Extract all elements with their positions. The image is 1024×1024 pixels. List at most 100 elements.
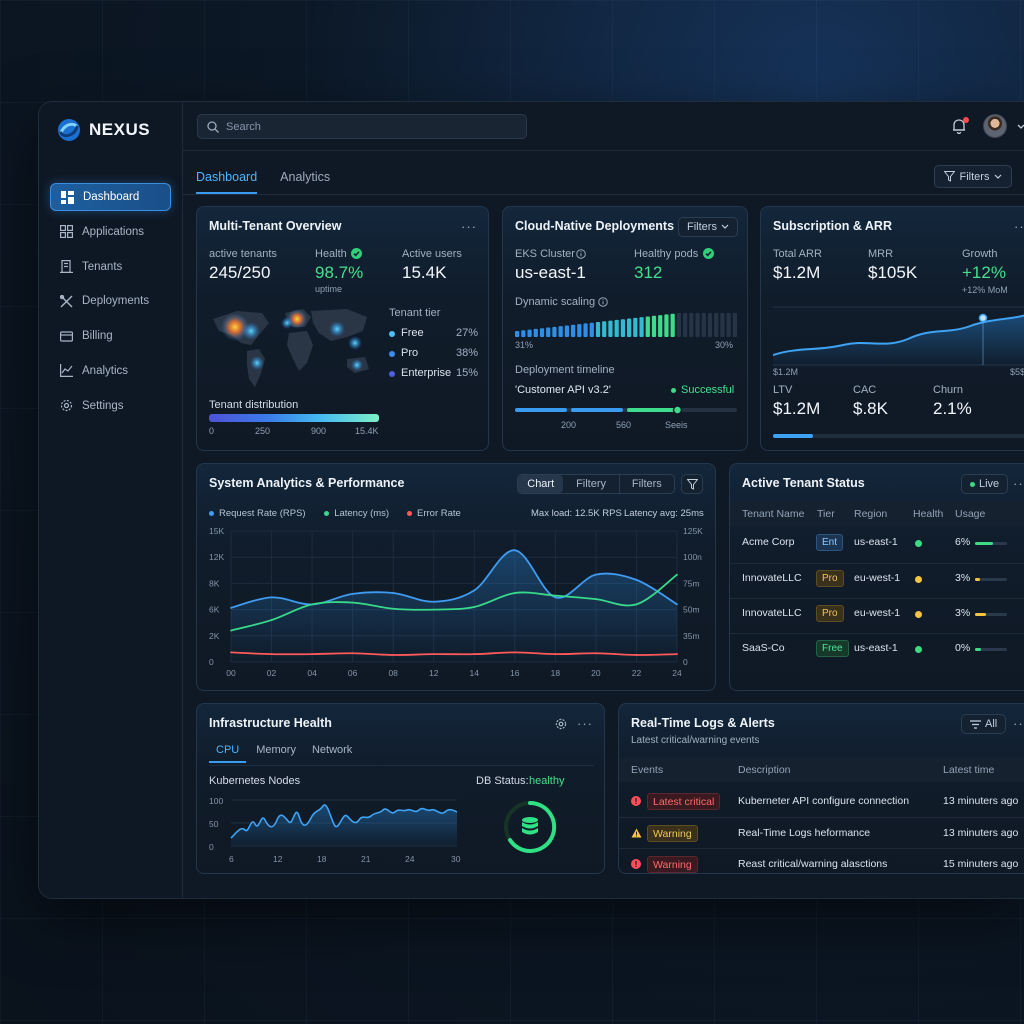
table-header-bg xyxy=(730,502,1024,526)
tab-cpu[interactable]: CPU xyxy=(209,744,247,763)
gear-icon[interactable] xyxy=(555,718,567,730)
search-input[interactable]: Search xyxy=(197,114,527,139)
log-description: Kuberneter API configure connection xyxy=(738,795,910,807)
bell-icon[interactable] xyxy=(951,118,967,134)
table-row[interactable]: InnovateLLC Pro eu-west-1 3% ⋮ xyxy=(730,598,1024,632)
y-tick-left: 2K xyxy=(209,631,220,641)
scaling-bar xyxy=(564,325,569,337)
avatar[interactable] xyxy=(983,114,1007,138)
tab-network[interactable]: Network xyxy=(311,744,353,756)
more-icon[interactable]: ··· xyxy=(1013,716,1024,731)
scaling-bar xyxy=(645,316,650,337)
infra-tabs: CPU Memory Network xyxy=(209,744,360,763)
scaling-bar xyxy=(608,320,613,337)
tier-name: Enterprise xyxy=(401,367,452,379)
sidebar-item-settings[interactable]: Settings xyxy=(50,392,171,420)
seg-filters[interactable]: Filters xyxy=(618,475,674,493)
more-icon[interactable]: ··· xyxy=(577,716,593,731)
table-row[interactable]: Acme Corp Ent us-east-1 6% ⋮ xyxy=(730,528,1024,562)
column-header[interactable]: Tier xyxy=(817,508,835,520)
filters-button[interactable]: Filters xyxy=(934,165,1012,188)
row-menu-icon[interactable]: ⋮ xyxy=(1019,534,1024,548)
x-tick: 00 xyxy=(226,668,236,678)
building-icon xyxy=(60,260,73,274)
sidebar-item-deployments[interactable]: Deployments xyxy=(50,287,171,315)
legend-item: Request Rate (RPS) xyxy=(209,508,306,519)
log-description: Real-Time Logs heformance xyxy=(738,827,871,839)
column-header[interactable]: Latest time xyxy=(943,764,995,776)
live-badge[interactable]: Live xyxy=(961,474,1009,494)
tools-icon xyxy=(60,294,73,308)
total-arr-label: Total ARR xyxy=(773,248,822,260)
table-row[interactable]: InnovateLLC Pro eu-west-1 3% ⋮ xyxy=(730,563,1024,597)
sidebar-item-label: Deployments xyxy=(82,295,150,308)
filters-label: Filters xyxy=(959,170,990,183)
filter-icon xyxy=(943,171,955,182)
column-header[interactable]: Tenant Name xyxy=(742,508,805,520)
timeline-tick: 200 xyxy=(561,420,577,430)
scaling-bar xyxy=(558,326,563,337)
column-header[interactable]: Health xyxy=(913,508,944,520)
chevron-down-icon[interactable] xyxy=(1017,124,1024,130)
data-point xyxy=(554,653,557,656)
logs-subtitle: Latest critical/warning events xyxy=(631,735,760,746)
sidebar-item-billing[interactable]: Billing xyxy=(50,322,171,350)
sidebar-item-analytics[interactable]: Analytics xyxy=(50,357,171,385)
seg-chart[interactable]: Chart xyxy=(518,475,564,493)
logo[interactable]: NEXUS xyxy=(57,118,150,142)
more-icon[interactable]: ··· xyxy=(1013,476,1024,491)
more-icon[interactable]: ··· xyxy=(1014,219,1024,234)
row-menu-icon[interactable]: ⋮ xyxy=(1019,570,1024,584)
sidebar-item-applications[interactable]: Applications xyxy=(50,218,171,246)
data-point xyxy=(351,601,354,604)
scaling-bar xyxy=(602,321,607,337)
timeline-label: Deployment timeline xyxy=(515,364,615,376)
tab-memory[interactable]: Memory xyxy=(256,744,296,756)
deploy-filters-button[interactable]: Filters xyxy=(678,217,738,237)
scaling-bar xyxy=(714,313,719,337)
search-placeholder: Search xyxy=(226,120,261,133)
overview-card: Multi-Tenant Overview ··· active tenants… xyxy=(196,206,489,451)
arr-progress-track xyxy=(773,434,1024,438)
tab-dashboard[interactable]: Dashboard xyxy=(196,170,258,194)
scaling-label: Dynamic scaling xyxy=(515,296,596,308)
active-users-value: 15.4K xyxy=(402,263,447,282)
row-menu-icon[interactable]: ⋮ xyxy=(1019,605,1024,619)
seg-filtery[interactable]: Filtery xyxy=(576,478,607,490)
data-point xyxy=(270,653,273,656)
x-tick: 21 xyxy=(361,854,371,864)
more-icon[interactable]: ··· xyxy=(461,219,477,234)
column-header[interactable]: Usage xyxy=(955,508,986,520)
y-tick-right: 125K xyxy=(683,526,703,536)
legend-label: Error Rate xyxy=(417,508,461,519)
timeline-marker[interactable] xyxy=(672,405,683,415)
scaling-bar xyxy=(527,329,532,337)
sidebar-item-dashboard[interactable]: Dashboard xyxy=(50,183,171,211)
log-row[interactable]: Latest critical Kuberneter API configure … xyxy=(619,786,1024,817)
tier-badge: Pro xyxy=(816,570,844,587)
sidebar-item-tenants[interactable]: Tenants xyxy=(50,253,171,281)
scaling-bar xyxy=(595,322,601,337)
x-tick: 12 xyxy=(273,854,283,864)
y-tick: 100 xyxy=(209,796,224,806)
log-row[interactable]: Warning Reast critical/warning alasctions… xyxy=(619,848,1024,873)
table-row[interactable]: SaaS-Co Free us-east-1 0% ⋮ xyxy=(730,633,1024,667)
column-header[interactable]: Description xyxy=(738,764,791,776)
card-title: Infrastructure Health xyxy=(209,716,332,730)
column-header[interactable]: Events xyxy=(631,764,664,776)
logs-filter-button[interactable]: All xyxy=(961,714,1007,734)
tab-analytics[interactable]: Analytics xyxy=(280,170,331,184)
distribution-tick: 0 xyxy=(209,426,215,436)
log-level-badge: Warning xyxy=(647,825,698,842)
arr-axis-left: $1.2M xyxy=(773,367,799,377)
row-menu-icon[interactable]: ⋮ xyxy=(1019,640,1024,654)
usage-track xyxy=(975,542,1007,545)
tenant-name: InnovateLLC xyxy=(742,607,802,619)
timeline-tick: Seeis xyxy=(665,420,688,430)
column-header[interactable]: Region xyxy=(854,508,888,520)
log-row[interactable]: Warning Real-Time Logs heformance 13 minut… xyxy=(619,817,1024,848)
tier-dot xyxy=(389,351,395,357)
scaling-bar xyxy=(707,313,713,337)
filter-button[interactable] xyxy=(681,474,703,494)
filter-label: All xyxy=(985,718,998,730)
